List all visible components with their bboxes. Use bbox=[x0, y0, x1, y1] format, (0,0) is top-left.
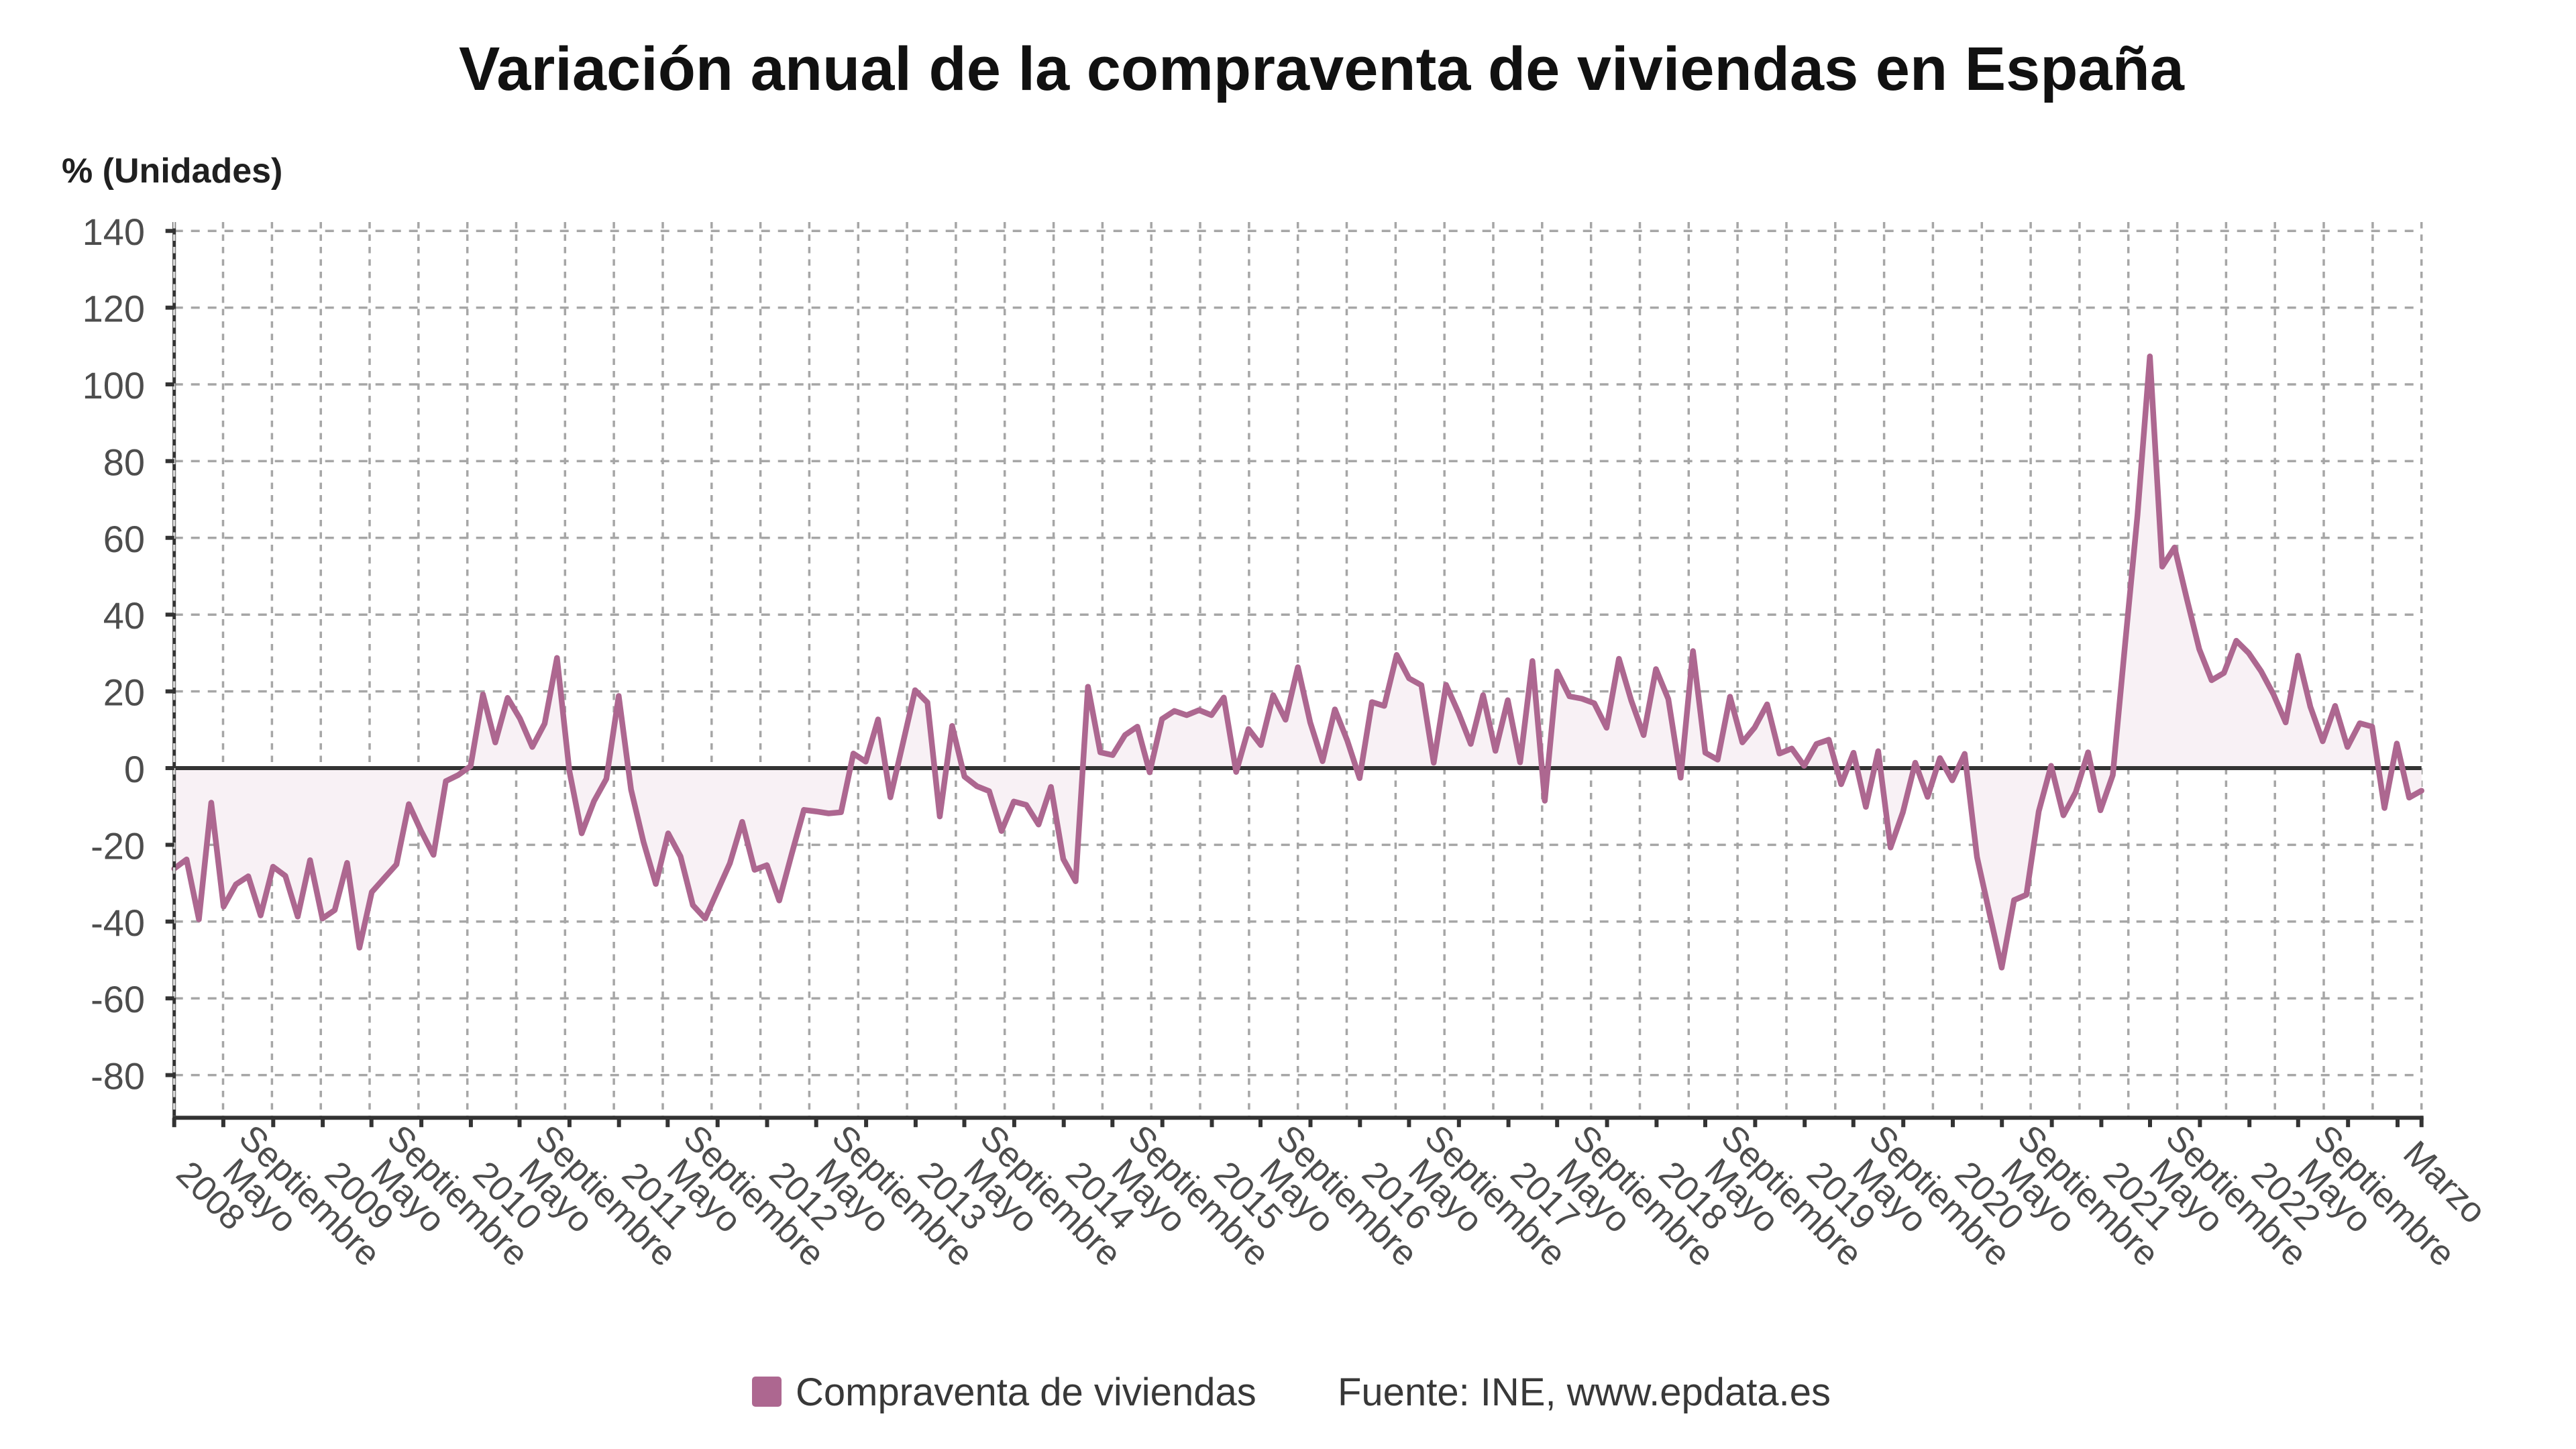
svg-text:20: 20 bbox=[103, 672, 145, 714]
svg-text:100: 100 bbox=[83, 364, 145, 407]
svg-text:-20: -20 bbox=[91, 824, 145, 867]
svg-text:-60: -60 bbox=[91, 978, 145, 1020]
svg-text:-40: -40 bbox=[91, 902, 145, 944]
svg-text:Compraventa de viviendas: Compraventa de viviendas bbox=[796, 1371, 1256, 1414]
svg-text:% (Unidades): % (Unidades) bbox=[62, 152, 282, 191]
svg-text:80: 80 bbox=[103, 441, 145, 483]
svg-text:Fuente: INE, www.epdata.es: Fuente: INE, www.epdata.es bbox=[1338, 1371, 1831, 1414]
svg-text:140: 140 bbox=[83, 211, 145, 253]
svg-text:Variación anual de la comprave: Variación anual de la compraventa de viv… bbox=[459, 35, 2185, 103]
svg-text:60: 60 bbox=[103, 518, 145, 560]
svg-text:-80: -80 bbox=[91, 1055, 145, 1097]
svg-text:40: 40 bbox=[103, 594, 145, 637]
svg-text:0: 0 bbox=[124, 748, 145, 790]
svg-text:120: 120 bbox=[83, 288, 145, 330]
